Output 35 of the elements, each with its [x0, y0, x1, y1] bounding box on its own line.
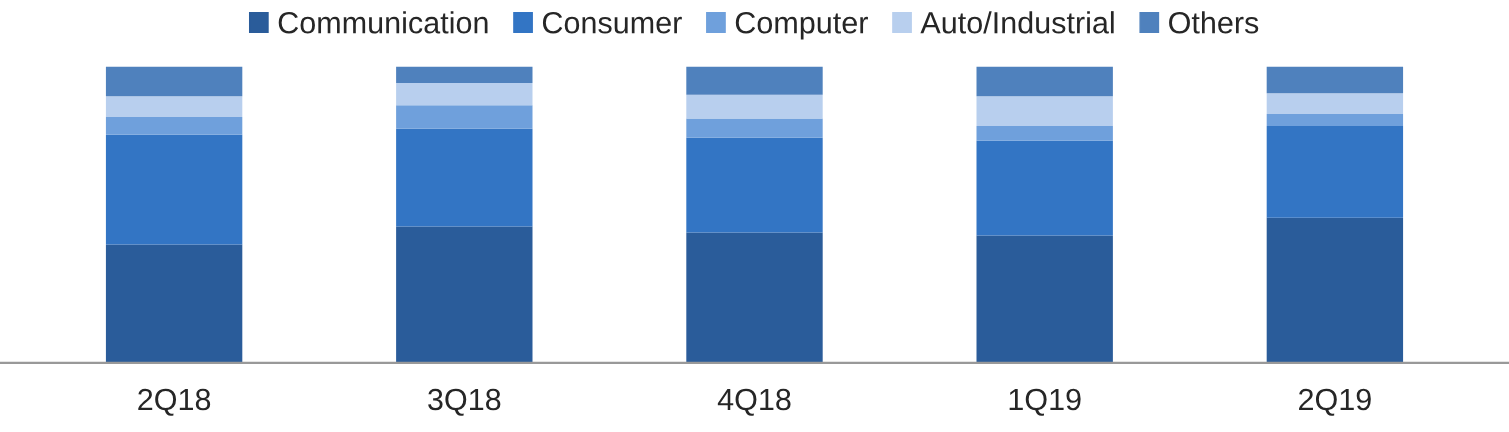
bar: [1266, 93, 1404, 115]
legend-label: Consumer: [542, 11, 682, 34]
legend-label: Computer: [735, 11, 868, 40]
x-tick-label: 2Q19: [1299, 388, 1371, 416]
bar: [105, 134, 243, 245]
bar: [686, 94, 823, 119]
bar: [105, 96, 243, 118]
bar: [976, 125, 1113, 141]
bar: [976, 66, 1113, 97]
bar: [105, 244, 243, 363]
bar: [976, 235, 1113, 363]
legend-label: Communication: [278, 11, 488, 34]
x-tick-label: 3Q18: [428, 388, 501, 416]
bar: [1266, 217, 1404, 363]
bar: [976, 96, 1113, 126]
bar: [396, 128, 533, 227]
bar: [1266, 66, 1404, 94]
x-tick-label: 2Q18: [138, 388, 211, 416]
x-tick-label: 4Q18: [717, 388, 791, 416]
bar: [686, 232, 823, 363]
bar: [396, 66, 533, 83]
legend-label: Others: [1169, 11, 1259, 34]
bar: [1266, 125, 1404, 218]
bar: [976, 140, 1113, 236]
bar: [686, 66, 823, 95]
bar: [396, 105, 533, 129]
legend-label: Auto/Industrial: [920, 11, 1114, 34]
bar: [396, 82, 533, 106]
bar: [686, 118, 823, 138]
x-tick-label: 1Q19: [1009, 388, 1081, 416]
bar: [105, 117, 243, 135]
bar: [105, 66, 243, 97]
bar: [686, 137, 823, 233]
bar: [1266, 114, 1404, 126]
bar: [396, 226, 533, 363]
